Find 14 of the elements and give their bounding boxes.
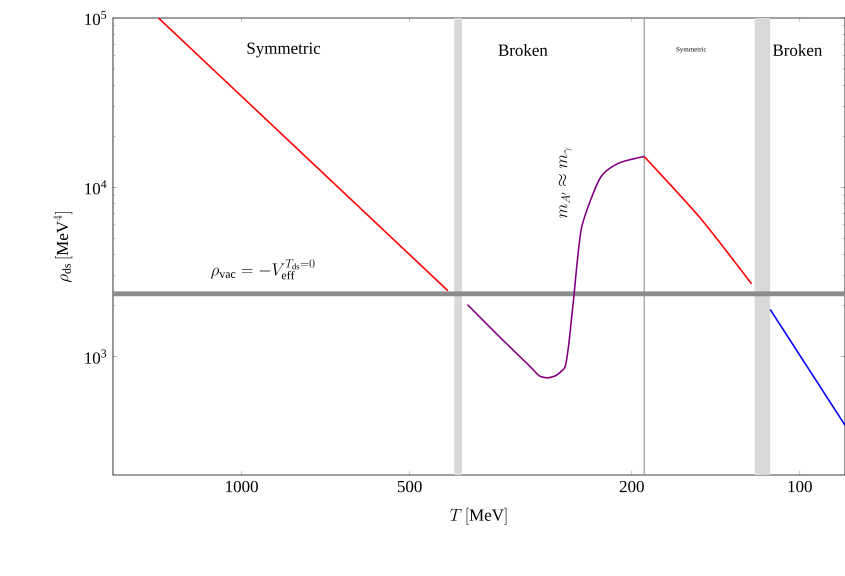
annotation: Symmetric	[248, 42, 320, 58]
y-axis-title: $\rho_{\mathrm{ds}}\,[\mathrm{MeV}^4]$	[53, 212, 72, 282]
annotation: $m_{A'} \approx m_\gamma$	[558, 148, 572, 218]
x-tick-label: 500	[398, 480, 422, 492]
x-tick-label: 1000	[226, 480, 258, 492]
x-tick-label: 200	[620, 480, 644, 492]
x-axis-title: $T\,[\mathrm{MeV}]$	[450, 508, 506, 525]
annotation: Broken	[772, 44, 822, 56]
annotation: Broken	[498, 44, 548, 56]
y-tick-label: 10$^{4}$	[85, 180, 106, 194]
annotation: $\rho_{\mathrm{vac}} = -V_{\mathrm{eff}}^{T_{\mathrm{ds}}=0}$	[211, 259, 314, 280]
x-tick-label: 100	[788, 480, 812, 492]
y-tick-label: 10$^{5}$	[85, 10, 106, 26]
y-tick-label: 10$^{3}$	[85, 349, 106, 364]
